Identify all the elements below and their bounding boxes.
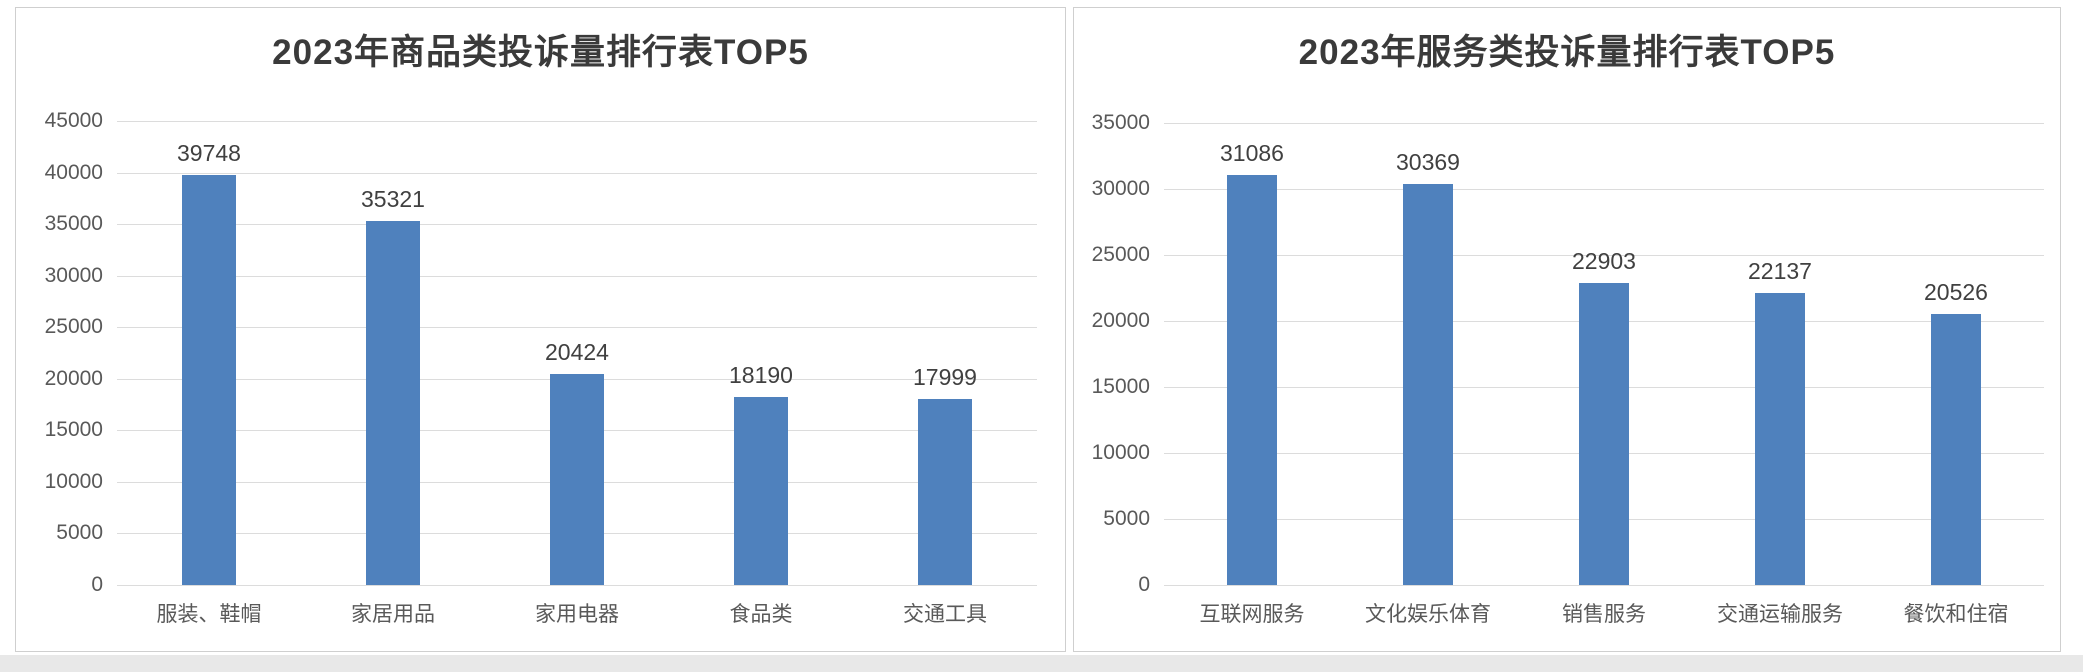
- x-category-label: 交通运输服务: [1717, 603, 1843, 626]
- x-category-label: 家居用品: [351, 603, 435, 626]
- y-axis-tick-label: 40000: [44, 161, 103, 184]
- x-category-label: 交通工具: [903, 603, 987, 626]
- bar: [1579, 283, 1629, 585]
- y-axis-tick-label: 45000: [44, 109, 103, 132]
- bar-value-label: 20424: [545, 339, 609, 365]
- y-axis-tick-label: 20000: [44, 367, 103, 390]
- gridline: [117, 585, 1037, 586]
- x-category-label: 家用电器: [535, 603, 619, 626]
- page-background-strip: [0, 655, 2083, 672]
- x-category-label: 销售服务: [1562, 603, 1646, 626]
- bar: [734, 397, 788, 585]
- y-axis-tick-label: 25000: [1091, 243, 1150, 266]
- bar: [366, 221, 420, 585]
- gridline: [1164, 123, 2044, 124]
- gridline: [117, 276, 1037, 277]
- gridline: [117, 173, 1037, 174]
- bar-value-label: 39748: [177, 140, 241, 166]
- x-category-label: 互联网服务: [1199, 603, 1305, 626]
- bar: [1755, 293, 1805, 585]
- gridline: [117, 327, 1037, 328]
- gridline: [117, 224, 1037, 225]
- y-axis-tick-label: 5000: [56, 521, 103, 544]
- bar: [1403, 184, 1453, 585]
- x-category-label: 餐饮和住宿: [1903, 603, 2009, 626]
- y-axis-tick-label: 30000: [44, 264, 103, 287]
- gridline: [1164, 255, 2044, 256]
- bar-value-label: 17999: [913, 364, 977, 390]
- bar-value-label: 31086: [1220, 140, 1284, 166]
- gridline: [117, 121, 1037, 122]
- y-axis-tick-label: 35000: [44, 212, 103, 235]
- bar: [1227, 175, 1277, 585]
- gridline: [1164, 585, 2044, 586]
- product-complaints-chart-panel: 2023年商品类投诉量排行表TOP5 0 5000 10000 15000 20000 2…: [15, 7, 1066, 652]
- service-complaints-chart-panel: 2023年服务类投诉量排行表TOP5 0 5000 10000 15000 20000 2…: [1073, 7, 2061, 652]
- y-axis-tick-label: 15000: [44, 418, 103, 441]
- bar-value-label: 18190: [729, 362, 793, 388]
- bar-value-label: 20526: [1924, 279, 1988, 305]
- bar: [918, 399, 972, 585]
- y-axis-tick-label: 5000: [1103, 507, 1150, 530]
- y-axis-tick-label: 0: [1138, 573, 1150, 596]
- y-axis-tick-label: 0: [91, 573, 103, 596]
- bar-value-label: 30369: [1396, 149, 1460, 175]
- y-axis-tick-label: 35000: [1091, 111, 1150, 134]
- y-axis-tick-label: 15000: [1091, 375, 1150, 398]
- x-category-label: 食品类: [729, 603, 793, 626]
- chart-title: 2023年商品类投诉量排行表TOP5: [272, 33, 809, 72]
- bar-value-label: 22903: [1572, 248, 1636, 274]
- y-axis-tick-label: 30000: [1091, 177, 1150, 200]
- x-category-label: 服装、鞋帽: [156, 603, 262, 626]
- bar: [550, 374, 604, 585]
- bar: [182, 175, 236, 585]
- bar-value-label: 35321: [361, 186, 425, 212]
- chart-title: 2023年服务类投诉量排行表TOP5: [1298, 33, 1836, 72]
- y-axis-tick-label: 10000: [44, 470, 103, 493]
- y-axis-tick-label: 25000: [44, 315, 103, 338]
- gridline: [1164, 189, 2044, 190]
- bar: [1931, 314, 1981, 585]
- x-category-label: 文化娱乐体育: [1365, 603, 1491, 626]
- bar-value-label: 22137: [1748, 258, 1812, 284]
- y-axis-tick-label: 20000: [1091, 309, 1150, 332]
- y-axis-tick-label: 10000: [1091, 441, 1150, 464]
